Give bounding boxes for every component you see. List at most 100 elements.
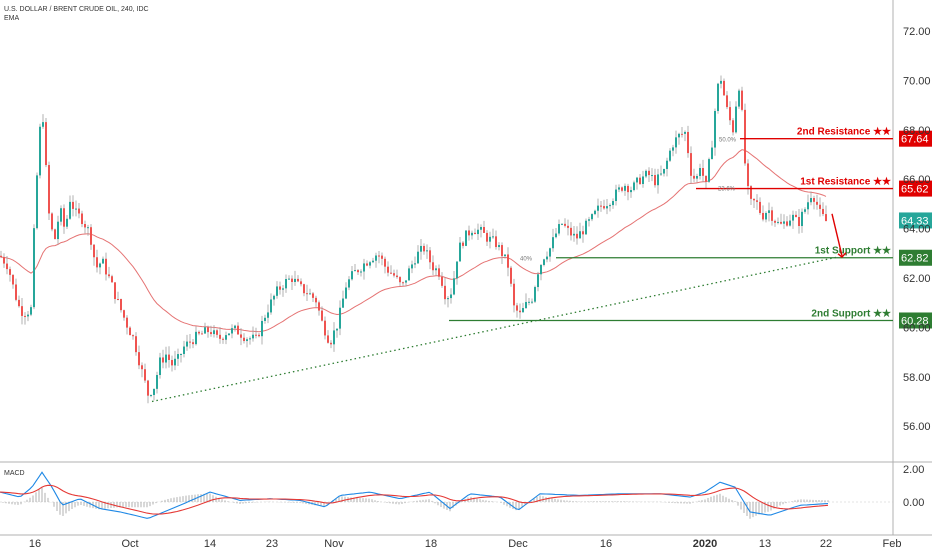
candle <box>774 219 776 227</box>
candle-body <box>753 198 755 201</box>
candle-body <box>771 210 773 221</box>
candle <box>606 199 608 215</box>
candle-body <box>339 307 341 329</box>
candle-body <box>186 341 188 347</box>
candle <box>555 228 557 239</box>
candle <box>252 326 254 342</box>
candle-body <box>321 310 323 321</box>
candle <box>525 293 527 310</box>
level-resistance: 1st Resistance ★★ 65.62 <box>696 177 932 197</box>
candle-body <box>600 205 602 207</box>
candle-body <box>486 232 488 242</box>
candle-body <box>393 273 395 276</box>
time-tick-label: Feb <box>883 538 902 550</box>
candle <box>531 298 533 304</box>
candle <box>267 304 269 324</box>
candle <box>135 332 137 356</box>
candle <box>612 198 614 209</box>
candle <box>57 215 59 245</box>
candle-body <box>57 221 59 240</box>
candle-body <box>306 293 308 295</box>
candle <box>204 322 206 334</box>
candle <box>762 205 764 222</box>
candle <box>585 218 587 235</box>
candle <box>48 161 50 221</box>
candle <box>144 363 146 383</box>
candle-body <box>516 305 518 311</box>
candle-body <box>714 110 716 148</box>
time-tick-label: 14 <box>204 538 216 550</box>
candle-body <box>330 342 332 345</box>
candle <box>633 180 635 192</box>
candle <box>603 199 605 210</box>
candle-body <box>453 278 455 295</box>
candle-body <box>744 109 746 164</box>
candle <box>114 282 116 304</box>
candle-body <box>438 268 440 277</box>
candle <box>234 324 236 332</box>
candle <box>777 217 779 225</box>
candle <box>753 198 755 208</box>
candle-body <box>807 202 809 210</box>
candle <box>384 256 386 274</box>
candle-body <box>819 204 821 209</box>
candle <box>744 103 746 166</box>
candle-body <box>546 256 548 260</box>
candle <box>372 257 374 264</box>
candle-body <box>483 227 485 233</box>
price-tag-box <box>899 130 932 147</box>
candle-body <box>702 168 704 176</box>
candle <box>675 130 677 154</box>
candle-body <box>525 301 527 309</box>
candle-body <box>492 236 494 238</box>
candle-body <box>681 133 683 135</box>
candle <box>624 183 626 196</box>
candle <box>225 331 227 345</box>
candle-body <box>687 131 689 154</box>
candle <box>153 388 155 401</box>
candle <box>666 157 668 177</box>
candle <box>111 274 113 283</box>
price-axis[interactable]: 72.00 70.00 68.00 66.00 64.00 62.00 60.00 58.00… <box>903 26 931 509</box>
time-tick-label: 2020 <box>693 538 717 550</box>
price-tick-label: 64.00 <box>903 224 931 236</box>
ema-indicator-label[interactable]: EMA <box>4 15 20 22</box>
candle-body <box>189 341 191 343</box>
candle-body <box>180 353 182 355</box>
candle-body <box>129 327 131 336</box>
candle-body <box>648 170 650 176</box>
candle <box>126 315 128 335</box>
time-tick-label: 22 <box>820 538 832 550</box>
candle-body <box>6 263 8 270</box>
candle-body <box>36 175 38 229</box>
candle-body <box>387 266 389 273</box>
candle <box>471 230 473 240</box>
candle-body <box>717 83 719 111</box>
candle-body <box>396 275 398 278</box>
candle <box>474 228 476 235</box>
candle <box>336 328 338 338</box>
candle-body <box>450 294 452 299</box>
candle-body <box>615 189 617 202</box>
time-tick-label: 23 <box>266 538 278 550</box>
candle <box>591 213 593 222</box>
candle-body <box>15 284 17 300</box>
price-tick-label: 58.00 <box>903 372 931 384</box>
candle-body <box>498 245 500 248</box>
time-tick-label: 13 <box>759 538 771 550</box>
candle-body <box>537 274 539 288</box>
candle-body <box>165 354 167 363</box>
candle-body <box>759 201 761 213</box>
candle <box>486 230 488 247</box>
candle <box>78 203 80 219</box>
candle <box>813 195 815 210</box>
candle <box>528 297 530 306</box>
candle <box>285 274 287 293</box>
time-axis[interactable]: 16 Oct 14 23 Nov 18 Dec 16 2020 13 22 Feb <box>29 538 902 550</box>
candle <box>594 209 596 216</box>
candle-body <box>747 163 749 187</box>
candle-body <box>402 282 404 284</box>
candle <box>402 281 404 286</box>
candle-body <box>198 331 200 334</box>
candle <box>798 209 800 234</box>
